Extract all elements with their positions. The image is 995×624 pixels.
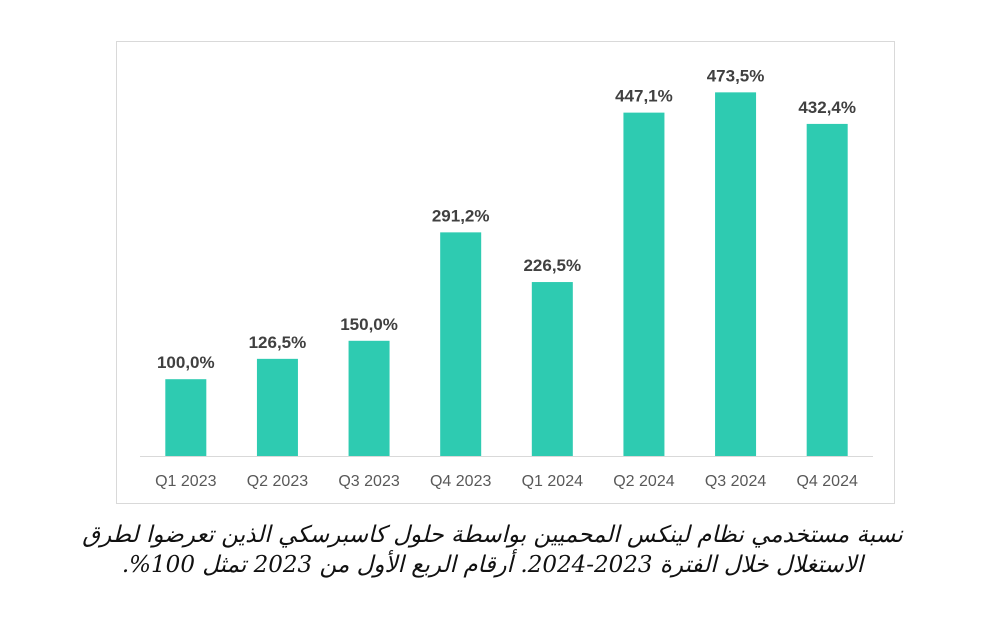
bar-q2-2023 <box>256 358 298 456</box>
bar-q3-2023 <box>348 340 390 456</box>
bar-chart: 100,0% Q1 2023 126,5% Q2 2023 150,0% Q3 2023 2… <box>140 66 873 490</box>
bar-q3-2024 <box>715 92 757 457</box>
data-label: 291,2% <box>432 206 490 225</box>
bar-q4-2023 <box>440 232 482 456</box>
x-tick-label: Q3 2023 <box>338 473 399 490</box>
data-label: 447,1% <box>615 87 673 106</box>
data-label: 432,4% <box>798 98 856 117</box>
data-label: 473,5% <box>707 66 765 85</box>
data-label: 100,0% <box>157 353 215 372</box>
bar-q4-2024 <box>806 123 848 456</box>
x-tick-label: Q2 2024 <box>613 473 674 490</box>
x-tick-label: Q4 2023 <box>430 473 491 490</box>
x-tick-label: Q1 2024 <box>522 473 583 490</box>
x-tick-label: Q3 2024 <box>705 473 766 490</box>
data-label: 226,5% <box>523 256 581 275</box>
bar-q1-2024 <box>531 282 573 456</box>
chart-caption: نسبة مستخدمي نظام لينكس المحميين بواسطة … <box>82 522 903 578</box>
data-label: 150,0% <box>340 315 398 334</box>
x-tick-label: Q2 2023 <box>247 473 308 490</box>
bar-q2-2024 <box>623 112 665 456</box>
chart-frame: 100,0% Q1 2023 126,5% Q2 2023 150,0% Q3 2023 2… <box>116 41 895 504</box>
x-tick-label: Q4 2024 <box>796 473 857 490</box>
bar-q1-2023 <box>165 379 207 456</box>
data-label: 126,5% <box>249 333 307 352</box>
x-tick-label: Q1 2023 <box>155 473 216 490</box>
